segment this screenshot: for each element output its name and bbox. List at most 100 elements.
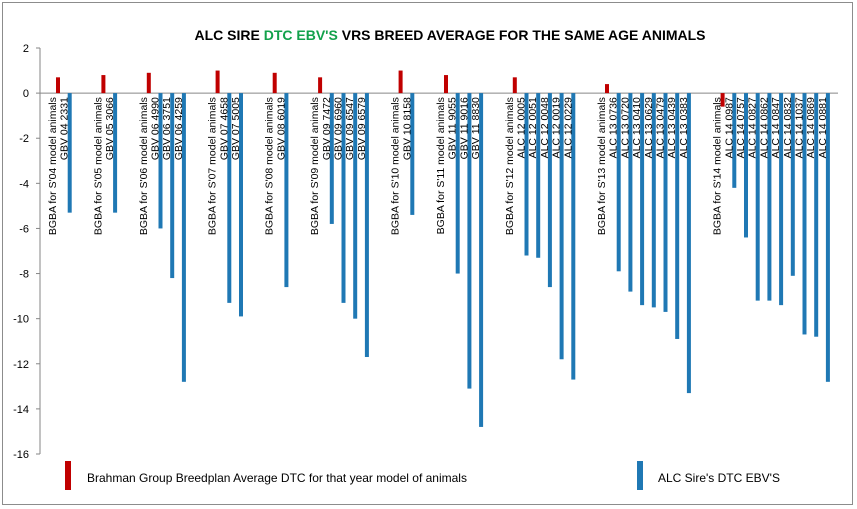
breed-average-label: BGBA for S'04 model animals (47, 97, 59, 235)
sire-label: ALC 14 0869 (805, 97, 817, 158)
chart-title-accent: DTC EBV'S (264, 27, 338, 43)
sire-ebv-bar (675, 93, 680, 339)
legend: Brahman Group Breedplan Average DTC for … (65, 461, 780, 490)
sire-ebv-bar (227, 93, 232, 303)
sire-label: GBV 09 6960 (333, 97, 345, 160)
chart-title-part-3: VRS BREED AVERAGE FOR THE SAME AGE ANIMA… (338, 27, 706, 43)
sire-ebv-bar (640, 93, 645, 306)
sire-ebv-bar (755, 93, 760, 301)
breed-average-label: BGBA for S'09 model animals (309, 97, 321, 235)
sire-ebv-bar (559, 93, 564, 360)
breed-average-label: BGBA for S'10 model animals (390, 97, 402, 235)
sire-ebv-bar (67, 93, 72, 213)
breed-average-bar (272, 72, 277, 94)
breed-average-bar (398, 70, 403, 94)
sire-ebv-bar (744, 93, 748, 238)
breed-average-label: BGBA for S'11 model animals (435, 97, 447, 234)
sire-label: GBV 08 6019 (275, 97, 287, 160)
breed-average-bar (605, 84, 609, 94)
sire-label: GBV 07 4658 (218, 97, 230, 160)
breed-average-label: BGBA for S'08 model animals (264, 97, 276, 235)
sire-ebv-bar (181, 93, 186, 382)
sire-ebv-bar (284, 93, 289, 288)
sire-label: ALC 13 0383 (678, 97, 690, 158)
sire-label: ALC 12 0051 (527, 97, 539, 158)
sire-label: ALC 12 0019 (551, 97, 563, 158)
sire-ebv-bar (732, 93, 737, 188)
sire-label: ALC 13 0736 (608, 97, 620, 158)
sire-label: ALC 13 0479 (655, 97, 667, 158)
sire-label: GBV 06 4990 (150, 97, 162, 160)
category-labels: BGBA for S'04 model animals GBV 04 2331 BG… (47, 97, 829, 235)
breed-average-label: BGBA for S'12 model animals (504, 97, 516, 235)
sire-label: ALC 14 0832 (782, 97, 794, 158)
legend-label-sire-ebv: ALC Sire's DTC EBV'S (658, 471, 780, 485)
sire-ebv-bar (779, 93, 784, 306)
sire-label: GBV 09 6579 (356, 97, 368, 160)
sire-label: ALC 14 1037 (794, 97, 806, 158)
sire-ebv-bar (547, 93, 552, 288)
breed-average-bar (720, 93, 725, 107)
sire-label: GBV 11 9016 (458, 97, 470, 159)
sire-ebv-bar (170, 93, 175, 279)
breed-average-bar (101, 75, 106, 94)
sire-ebv-bar (455, 93, 460, 274)
sire-label: GBV 07 5005 (230, 97, 242, 160)
legend-swatch-sire-ebv (637, 461, 643, 490)
sire-label: ALC 12 0005 (516, 97, 528, 158)
sire-ebv-bar (329, 93, 334, 224)
chart-title: ALC SIRE DTC EBV'S VRS BREED AVERAGE FOR… (194, 27, 705, 43)
legend-swatch-breed-average (65, 461, 71, 490)
sire-ebv-bar (158, 93, 163, 229)
breed-average-bar (56, 77, 60, 94)
sire-ebv-bar (663, 93, 668, 312)
sire-label: GBV 04 2331 (59, 97, 71, 160)
sire-label: ALC 14 0827 (747, 97, 759, 158)
sire-ebv-bar (616, 93, 621, 272)
y-tick-label: -12 (13, 359, 29, 371)
sire-ebv-bar (790, 93, 795, 276)
sire-label: GBV 06 4259 (173, 97, 185, 160)
breed-average-label: BGBA for S'07 model animals (207, 97, 219, 235)
chart-title-part-1: ALC SIRE (194, 27, 263, 43)
sire-ebv-bar (479, 93, 484, 427)
breed-average-bar (215, 70, 220, 94)
y-tick-label: -14 (13, 404, 29, 416)
sire-label: ALC 14 0862 (758, 97, 770, 158)
bar-chart: ALC SIRE DTC EBV'S VRS BREED AVERAGE FOR… (13, 27, 838, 490)
breed-average-label: BGBA for S'06 model animals (138, 97, 150, 235)
breed-average-bar (444, 75, 448, 94)
sire-ebv-bar (767, 93, 772, 301)
breed-average-label: BGBA for S'14 model animals (712, 97, 724, 235)
sire-label: ALC 12 0048 (539, 97, 551, 158)
sire-label: ALC 12 0229 (562, 97, 574, 158)
sire-ebv-bar (571, 93, 576, 380)
breed-average-bar (512, 77, 517, 94)
sire-ebv-bar (467, 93, 472, 389)
bars (56, 70, 830, 427)
sire-label: ALC 13 0720 (619, 97, 631, 158)
sire-label: ALC 13 0410 (631, 97, 643, 158)
sire-ebv-bar (239, 93, 243, 317)
y-tick-label: 0 (23, 88, 29, 100)
sire-label: GBV 05 3066 (104, 97, 116, 160)
sire-ebv-bar (113, 93, 118, 213)
sire-ebv-bar (410, 93, 415, 215)
y-tick-label: 2 (23, 43, 29, 55)
sire-label: ALC 14 0847 (770, 97, 782, 158)
sire-ebv-bar (364, 93, 369, 358)
sire-label: GBV 11 8830 (470, 97, 482, 159)
sire-label: GBV 09 6547 (344, 97, 356, 160)
y-tick-label: -8 (19, 269, 29, 281)
y-tick-label: -4 (19, 178, 29, 190)
sire-label: ALC 13 0439 (666, 97, 678, 158)
sire-ebv-bar (628, 93, 633, 292)
sire-label: GBV 06 3751 (161, 97, 173, 160)
sire-ebv-bar (651, 93, 656, 308)
breed-average-label: BGBA for S'13 model animals (596, 97, 608, 235)
y-tick-label: -16 (13, 449, 29, 461)
sire-ebv-bar (686, 93, 691, 394)
sire-ebv-bar (341, 93, 346, 303)
breed-average-bar (318, 77, 323, 94)
